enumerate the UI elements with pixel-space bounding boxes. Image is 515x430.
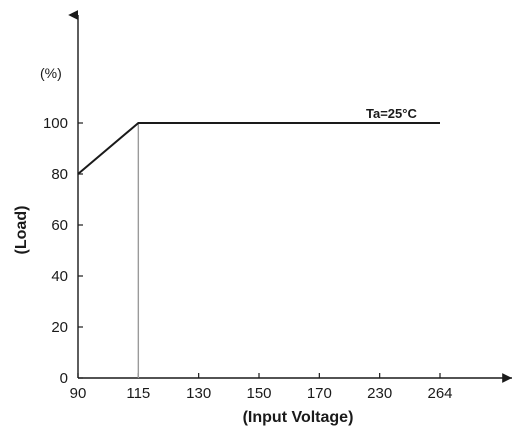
y-unit-label: (%): [40, 65, 62, 81]
y-ticks: [78, 122, 83, 379]
y-tick-label: 60: [51, 217, 68, 234]
load-series-line: [77, 122, 440, 175]
x-tick-label: 90: [70, 385, 87, 402]
temperature-annotation: Ta=25°C: [366, 106, 417, 121]
y-tick-label: 80: [51, 166, 68, 183]
x-tick-label: 130: [186, 385, 211, 402]
x-axis-title: (Input Voltage): [243, 409, 354, 426]
x-tick-label: 115: [126, 385, 150, 402]
x-tick-labels: 90 115 130 150 170 230 264: [70, 385, 453, 402]
x-tick-label: 230: [367, 385, 392, 402]
x-tick-label: 264: [427, 385, 452, 402]
x-tick-label: 150: [246, 385, 271, 402]
y-tick-label: 0: [60, 370, 68, 387]
y-tick-label: 20: [51, 319, 68, 336]
x-tick-label: 170: [307, 385, 332, 402]
y-tick-label: 40: [51, 268, 68, 285]
x-ticks: [77, 373, 441, 378]
y-tick-label: 100: [43, 115, 68, 132]
y-axis-title: (Load): [13, 206, 30, 255]
y-tick-labels: 0 20 40 60 80 100: [43, 115, 68, 387]
